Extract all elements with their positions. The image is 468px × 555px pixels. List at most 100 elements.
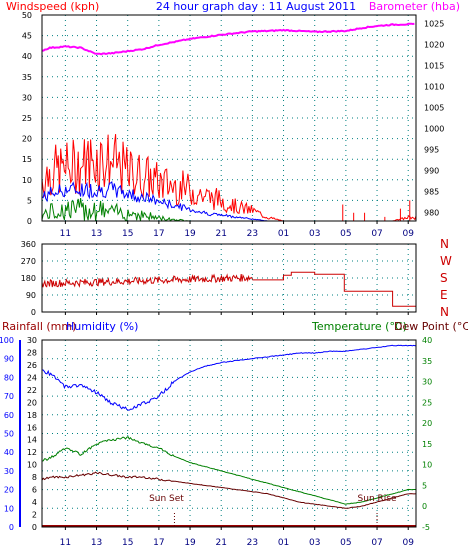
temp-axis-label: 40 (422, 336, 432, 345)
baro-axis-label: 980 (424, 209, 439, 218)
humidity-axis-label: 60 (4, 411, 14, 420)
wind-panel-frame (41, 14, 417, 222)
rain-axis-label: 22 (27, 386, 37, 395)
wind-barometer-panel: 0510152025303540455098098599099510001005… (22, 11, 445, 239)
x-tick-label: 17 (153, 538, 164, 548)
windspeed-header: Windspeed (kph) (6, 0, 99, 13)
x-tick-label: 13 (91, 538, 102, 548)
rain-axis-label: 14 (27, 436, 37, 445)
rain-axis-label: 26 (27, 361, 37, 370)
baro-axis-label: 1005 (424, 103, 444, 112)
x-tick-label: 07 (371, 229, 382, 239)
wind-axis-label: 25 (22, 114, 32, 123)
x-tick-label: 01 (278, 229, 289, 239)
compass-label: S (440, 271, 448, 285)
humidity-axis-label: 90 (4, 355, 14, 364)
x-tick-label: 05 (340, 538, 351, 548)
direction-step-series (252, 271, 416, 307)
compass-label: N (440, 237, 449, 251)
direction-axis-label: 0 (31, 308, 36, 317)
x-tick-label: 09 (402, 538, 414, 548)
baro-axis-label: 1020 (424, 40, 444, 49)
wind-axis-label: 10 (22, 176, 32, 185)
baro-axis-label: 1000 (424, 125, 444, 134)
direction-panel-frame (41, 243, 417, 313)
x-tick-label: 11 (60, 229, 71, 239)
temp-axis-label: 35 (422, 357, 432, 366)
wind-axis-label: 15 (22, 155, 32, 164)
humidity-axis-label: 50 (4, 430, 14, 439)
humidity-series (42, 344, 417, 411)
temperature-label: Temperature (°C) (311, 320, 407, 333)
baro-axis-label: 995 (424, 146, 439, 155)
x-tick-label: 15 (122, 229, 133, 239)
wind-axis-label: 40 (22, 52, 32, 61)
wind-axis-label: 35 (22, 73, 32, 82)
humidity-axis-label: 100 (0, 336, 14, 345)
barometer-header: Barometer (hba) (369, 0, 460, 13)
baro-axis-label: 1025 (424, 19, 444, 28)
rain-axis-label: 16 (27, 423, 37, 432)
barometer-series (41, 22, 415, 56)
temp-axis-label: 0 (422, 502, 427, 511)
temp-axis-label: -5 (422, 523, 430, 532)
temp-axis-label: 10 (422, 461, 432, 470)
wind-axis-label: 45 (22, 32, 32, 41)
humidity-axis-label: 30 (4, 467, 14, 476)
rain-axis-label: 20 (27, 398, 37, 407)
x-tick-label: 19 (184, 229, 196, 239)
x-tick-label: 13 (91, 229, 102, 239)
x-tick-label: 05 (340, 229, 351, 239)
rain-axis-label: 2 (32, 511, 37, 520)
x-tick-label: 11 (60, 538, 71, 548)
wind-axis-label: 50 (22, 11, 32, 20)
humidity-axis-label: 40 (4, 448, 14, 457)
rain-axis-label: 0 (32, 523, 37, 532)
x-tick-label: 19 (184, 538, 196, 548)
wind-axis-label: 20 (22, 135, 32, 144)
wind-axis-label: 0 (27, 217, 32, 226)
direction-axis-label: 180 (21, 274, 36, 283)
x-tick-label: 03 (309, 229, 320, 239)
temp-axis-label: 15 (422, 440, 432, 449)
rain-axis-label: 8 (32, 473, 37, 482)
compass-label: E (440, 288, 448, 302)
wind-axis-label: 30 (22, 93, 32, 102)
rain-axis-label: 12 (27, 448, 37, 457)
humidity-axis-label: 0 (9, 523, 14, 532)
temp-humidity-panel: 0102030405060708090100024681012141618202… (0, 336, 432, 548)
humidity-axis-label: 70 (4, 392, 14, 401)
wind-low-series (41, 198, 416, 222)
compass-label: N (440, 305, 449, 319)
rain-axis-label: 28 (27, 348, 37, 357)
rain-axis-label: 24 (27, 373, 37, 382)
x-tick-label: 03 (309, 538, 320, 548)
temperature-series (41, 436, 417, 505)
x-tick-label: 21 (215, 538, 226, 548)
baro-axis-label: 1015 (424, 61, 444, 70)
humidity-label: Humidity (%) (66, 320, 138, 333)
rainfall-label: Rainfall (mm) (2, 320, 76, 333)
rain-axis-label: 4 (32, 498, 37, 507)
wind-gust-series (41, 134, 417, 222)
x-tick-label: 23 (247, 229, 258, 239)
baro-axis-label: 985 (424, 188, 439, 197)
annotation-label: Sun Set (149, 494, 184, 504)
direction-noisy-series (41, 273, 253, 288)
wind-avg-series (41, 181, 416, 222)
x-tick-label: 15 (122, 538, 133, 548)
humidity-axis-label: 80 (4, 373, 14, 382)
humidity-axis-label: 20 (4, 486, 14, 495)
temp-axis-label: 20 (422, 419, 432, 428)
temp-panel-frame (41, 339, 417, 528)
wind-axis-label: 5 (27, 196, 32, 205)
direction-axis-label: 360 (21, 240, 36, 249)
baro-axis-label: 1010 (424, 82, 444, 91)
graph-title: 24 hour graph day : 11 August 2011 (156, 0, 356, 13)
dew-point-series (41, 471, 417, 509)
x-tick-label: 21 (215, 229, 226, 239)
x-tick-label: 09 (402, 229, 414, 239)
temp-axis-label: 30 (422, 378, 432, 387)
